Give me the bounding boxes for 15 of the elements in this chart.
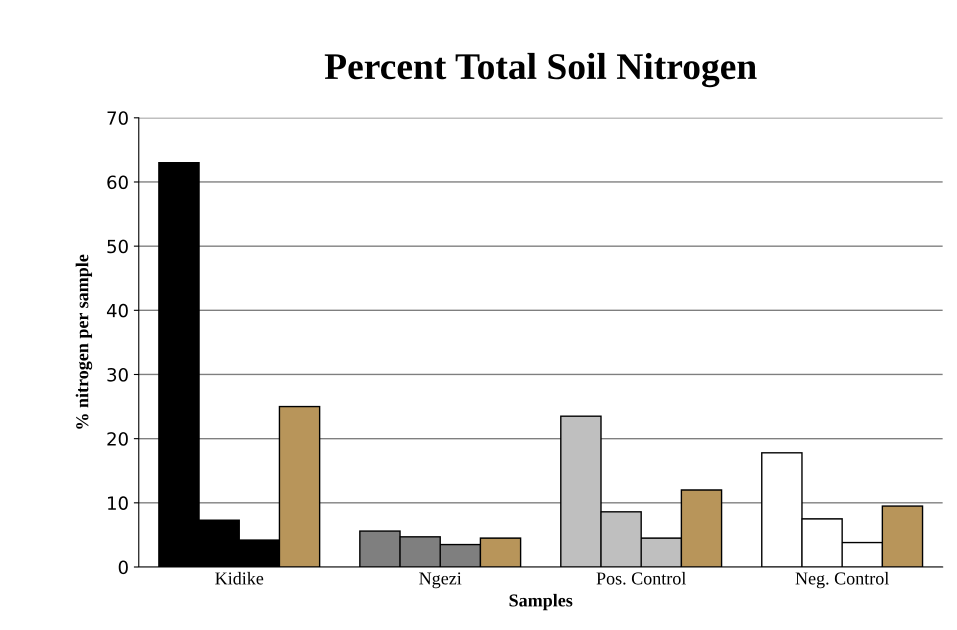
x-tick-label: Pos. Control <box>596 572 686 585</box>
y-tick-label: 0 <box>118 560 128 574</box>
x-tick-label: Neg. Control <box>796 572 889 588</box>
y-tick-label: 10 <box>108 496 128 510</box>
y-axis-title: % nitrogen per sample <box>76 254 92 429</box>
y-tick-label: 60 <box>107 175 128 190</box>
y-tick-label: 20 <box>107 432 128 446</box>
y-tick-label: 70 <box>108 111 128 125</box>
y-tick-label: 50 <box>107 240 128 254</box>
x-tick-label: Kidike <box>215 572 264 585</box>
x-tick-label: Ngezi <box>419 572 462 588</box>
y-tick-label: 30 <box>107 368 128 382</box>
x-axis-title: Samples <box>510 594 572 610</box>
chart-title: Percent Total Soil Nitrogen <box>324 52 757 88</box>
y-tick-label: 40 <box>106 304 128 318</box>
